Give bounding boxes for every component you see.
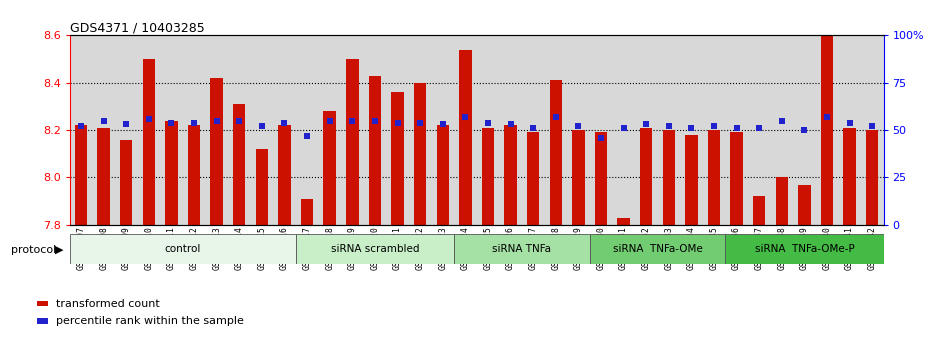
Bar <box>98 128 110 225</box>
Point <box>639 121 654 127</box>
Bar <box>730 132 743 225</box>
Bar <box>618 218 630 225</box>
Point <box>435 121 450 127</box>
Bar <box>454 234 590 264</box>
Bar <box>414 83 426 225</box>
Point <box>525 125 540 131</box>
Point <box>413 120 428 125</box>
Bar <box>866 130 879 225</box>
Bar <box>725 234 883 264</box>
Bar <box>120 139 132 225</box>
Point <box>141 116 156 121</box>
Point <box>661 124 676 129</box>
Point <box>209 118 224 124</box>
Text: siRNA scrambled: siRNA scrambled <box>331 244 419 254</box>
Bar <box>590 35 725 225</box>
Bar <box>527 132 539 225</box>
Bar <box>776 177 788 225</box>
Bar <box>594 132 607 225</box>
Point <box>843 120 857 125</box>
Text: control: control <box>165 244 201 254</box>
Point <box>367 118 382 124</box>
Bar <box>70 234 296 264</box>
Point <box>797 127 812 133</box>
Point <box>751 125 766 131</box>
Bar <box>233 104 246 225</box>
Point <box>255 124 270 129</box>
Bar <box>142 59 155 225</box>
Point <box>571 124 586 129</box>
Bar <box>504 125 517 225</box>
Point <box>96 118 111 124</box>
Point <box>819 114 834 120</box>
Bar <box>753 196 765 225</box>
Bar <box>590 234 725 264</box>
Point <box>707 124 722 129</box>
Point <box>458 114 472 120</box>
Bar <box>640 128 652 225</box>
Text: GDS4371 / 10403285: GDS4371 / 10403285 <box>70 21 205 34</box>
Bar <box>256 149 268 225</box>
Bar <box>324 111 336 225</box>
Text: transformed count: transformed count <box>56 299 160 309</box>
Point <box>345 118 360 124</box>
Text: siRNA  TNFa-OMe: siRNA TNFa-OMe <box>613 244 702 254</box>
Point <box>503 121 518 127</box>
Point <box>729 125 744 131</box>
Bar <box>296 35 454 225</box>
Bar <box>821 24 833 225</box>
Bar <box>550 80 562 225</box>
Bar <box>368 76 381 225</box>
Bar <box>188 125 200 225</box>
Point <box>865 124 880 129</box>
Text: siRNA TNFa: siRNA TNFa <box>492 244 551 254</box>
Bar <box>454 35 590 225</box>
Point <box>164 120 179 125</box>
Point <box>616 125 631 131</box>
Point <box>775 118 790 124</box>
Point <box>390 120 405 125</box>
Bar <box>572 130 585 225</box>
Bar <box>662 130 675 225</box>
Point <box>232 118 246 124</box>
Bar <box>74 125 87 225</box>
Bar <box>844 128 856 225</box>
Bar <box>301 199 313 225</box>
Text: percentile rank within the sample: percentile rank within the sample <box>56 316 244 326</box>
Text: ▶: ▶ <box>55 245 63 255</box>
Point <box>593 135 608 141</box>
Bar <box>685 135 698 225</box>
Point <box>299 133 314 139</box>
Bar <box>278 125 291 225</box>
Bar <box>346 59 359 225</box>
Bar <box>166 121 178 225</box>
Bar <box>459 50 472 225</box>
Point <box>277 120 292 125</box>
Bar <box>296 234 454 264</box>
Point <box>119 121 134 127</box>
Text: protocol: protocol <box>11 245 57 255</box>
Bar <box>708 130 720 225</box>
Point <box>684 125 698 131</box>
Point <box>73 124 88 129</box>
Bar <box>436 125 449 225</box>
Bar <box>482 128 494 225</box>
Bar <box>210 78 223 225</box>
Point <box>549 114 564 120</box>
Point <box>187 120 202 125</box>
Point <box>481 120 496 125</box>
Bar <box>725 35 883 225</box>
Point <box>323 118 338 124</box>
Bar <box>392 92 404 225</box>
Bar <box>70 35 296 225</box>
Bar <box>798 184 811 225</box>
Text: siRNA  TNFa-OMe-P: siRNA TNFa-OMe-P <box>754 244 855 254</box>
